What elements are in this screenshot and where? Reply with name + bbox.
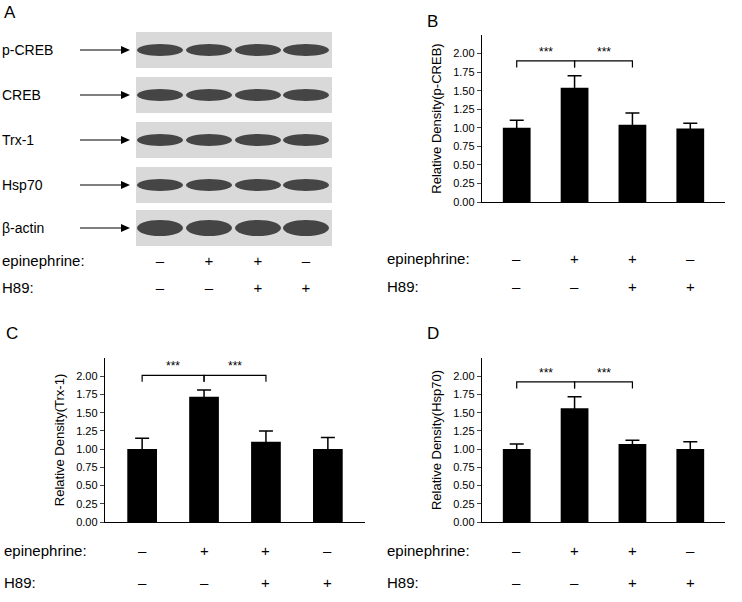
svg-text:+: + [628,278,637,295]
svg-text:1.25: 1.25 [76,425,97,437]
svg-text:+: + [628,250,637,267]
svg-text:+: + [628,542,637,559]
svg-text:2.00: 2.00 [453,47,474,59]
svg-text:D: D [427,324,439,343]
svg-text:+: + [570,250,579,267]
svg-text:+: + [254,279,263,296]
svg-text:epinephrine:: epinephrine: [387,542,470,559]
svg-text:+: + [261,542,270,559]
svg-text:1.00: 1.00 [453,443,474,455]
svg-text:0.00: 0.00 [453,516,474,528]
svg-text:+: + [302,279,311,296]
svg-text:–: – [200,574,209,591]
svg-text:0.75: 0.75 [453,140,474,152]
svg-text:Relative Density(Hsp70): Relative Density(Hsp70) [429,370,444,510]
svg-text:–: – [512,574,521,591]
svg-text:–: – [323,542,332,559]
svg-text:–: – [512,542,521,559]
svg-text:CREB: CREB [2,87,41,103]
svg-text:1.25: 1.25 [453,425,474,437]
svg-text:–: – [156,279,165,296]
svg-text:0.00: 0.00 [453,196,474,208]
svg-text:0.50: 0.50 [76,479,97,491]
svg-text:–: – [686,250,695,267]
svg-text:1.75: 1.75 [453,66,474,78]
svg-text:+: + [570,542,579,559]
svg-text:***: *** [228,359,242,373]
svg-text:***: *** [597,45,611,59]
svg-text:1.50: 1.50 [453,407,474,419]
svg-text:1.75: 1.75 [76,388,97,400]
svg-text:–: – [138,542,147,559]
svg-text:–: – [512,278,521,295]
svg-text:+: + [254,252,263,269]
svg-text:+: + [686,278,695,295]
svg-text:1.50: 1.50 [76,407,97,419]
svg-text:0.75: 0.75 [453,461,474,473]
svg-text:–: – [205,279,214,296]
svg-text:–: – [302,252,311,269]
svg-text:0.25: 0.25 [76,498,97,510]
svg-text:***: *** [166,359,180,373]
svg-text:1.75: 1.75 [453,388,474,400]
svg-text:A: A [4,3,16,22]
svg-text:β-actin: β-actin [2,220,44,236]
svg-text:+: + [205,252,214,269]
svg-text:1.00: 1.00 [453,122,474,134]
svg-text:0.50: 0.50 [453,159,474,171]
svg-text:–: – [156,252,165,269]
svg-text:+: + [261,574,270,591]
svg-text:Relative Density(p-CREB): Relative Density(p-CREB) [429,43,444,193]
svg-text:H89:: H89: [387,278,419,295]
svg-text:2.00: 2.00 [453,370,474,382]
svg-text:0.50: 0.50 [453,479,474,491]
svg-text:0.00: 0.00 [76,516,97,528]
svg-text:–: – [686,542,695,559]
svg-text:epinephrine:: epinephrine: [387,250,470,267]
svg-text:–: – [512,250,521,267]
svg-text:C: C [6,324,18,343]
svg-text:Trx-1: Trx-1 [2,132,34,148]
svg-text:Hsp70: Hsp70 [2,177,43,193]
svg-text:1.50: 1.50 [453,85,474,97]
svg-text:0.25: 0.25 [453,177,474,189]
svg-text:+: + [200,542,209,559]
svg-text:p-CREB: p-CREB [2,42,53,58]
svg-text:1.00: 1.00 [76,443,97,455]
svg-text:+: + [628,574,637,591]
svg-text:1.25: 1.25 [453,103,474,115]
svg-text:***: *** [597,366,611,380]
svg-text:–: – [570,574,579,591]
svg-text:epinephrine:: epinephrine: [2,252,85,269]
svg-text:H89:: H89: [387,574,419,591]
svg-text:–: – [138,574,147,591]
svg-text:***: *** [539,366,553,380]
svg-text:B: B [427,12,438,31]
svg-text:***: *** [539,45,553,59]
svg-text:0.25: 0.25 [453,498,474,510]
svg-text:epinephrine:: epinephrine: [4,542,87,559]
svg-text:2.00: 2.00 [76,370,97,382]
svg-text:H89:: H89: [4,574,36,591]
svg-text:+: + [323,574,332,591]
svg-text:Relative Density(Trx-1): Relative Density(Trx-1) [52,374,67,506]
svg-text:H89:: H89: [2,279,34,296]
svg-text:0.75: 0.75 [76,461,97,473]
svg-text:+: + [686,574,695,591]
svg-text:–: – [570,278,579,295]
